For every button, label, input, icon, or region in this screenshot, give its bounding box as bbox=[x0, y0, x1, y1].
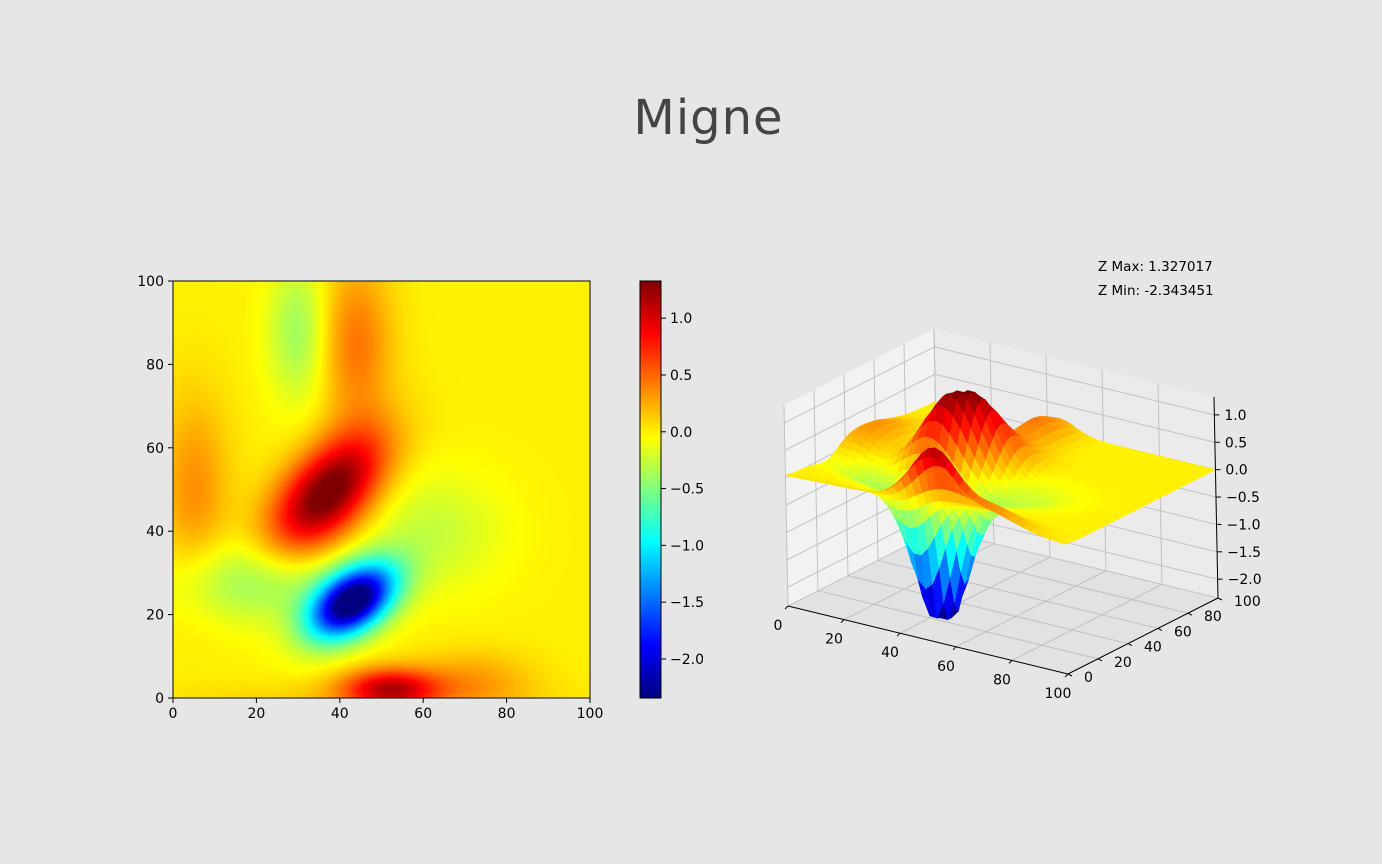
surface-y-tick-label: 0 bbox=[1084, 670, 1093, 686]
surface-x-tick bbox=[1008, 660, 1013, 664]
colorbar-axis: 1.0 0.5 0.0 −0.5 −1.0 −1.5 −2.0 bbox=[661, 311, 704, 668]
surface-y-tick-label: 40 bbox=[1144, 640, 1162, 656]
surface-z-tick-label: −0.5 bbox=[1226, 490, 1260, 506]
surface-y-tick bbox=[1217, 597, 1223, 601]
surface-x-tick bbox=[784, 605, 789, 610]
heatmap-x-tick-label: 0 bbox=[169, 706, 178, 722]
surface-z-tick-label: −1.0 bbox=[1227, 517, 1261, 533]
surface-x-tick bbox=[840, 619, 845, 623]
heatmap-x-tick-label: 100 bbox=[577, 706, 604, 722]
heatmap-y-axis: 0 20 40 60 80 100 bbox=[137, 274, 173, 707]
surface-y-tick-label: 80 bbox=[1204, 609, 1222, 625]
colorbar-tick-label: 1.0 bbox=[670, 311, 692, 327]
heatmap-canvas-holder bbox=[173, 281, 590, 698]
surface-y-tick-label: 20 bbox=[1114, 655, 1132, 671]
surface-x-tick-label: 100 bbox=[1045, 686, 1072, 702]
surface-x-tick-label: 0 bbox=[774, 618, 783, 634]
surface-y-tick-label: 60 bbox=[1174, 624, 1192, 640]
surface-axes: 0 20 40 60 80 100 0 20 40 60 80 100 1.0 0.5 0.0 −0.5 −1.… bbox=[774, 396, 1262, 702]
surface-y-gridline bbox=[813, 389, 1099, 660]
colorbar-tick-label: −1.0 bbox=[670, 538, 704, 554]
heatmap-y-tick-label: 0 bbox=[155, 691, 164, 707]
surface-y-tick bbox=[1187, 612, 1193, 616]
surface-z-tick-label: −2.0 bbox=[1228, 572, 1262, 588]
z-max-label: Z Max: 1.327017 bbox=[1098, 259, 1213, 275]
surface-z-tick-label: 0.0 bbox=[1225, 463, 1247, 479]
heatmap-y-tick-label: 40 bbox=[146, 524, 164, 540]
surface-x-tick-label: 20 bbox=[825, 632, 843, 648]
heatmap-frame bbox=[172, 280, 591, 699]
heatmap-x-tick-label: 60 bbox=[414, 706, 432, 722]
colorbar-tick-label: 0.5 bbox=[670, 368, 692, 384]
surface-y-tick bbox=[1067, 673, 1073, 677]
surface-z-gridline bbox=[784, 373, 1215, 451]
surface-floor-pane bbox=[788, 530, 1218, 674]
colorbar-tick-label: −2.0 bbox=[670, 652, 704, 668]
surface-y-tick bbox=[1097, 658, 1103, 662]
colorbar-holder bbox=[640, 281, 661, 698]
surface-mesh bbox=[784, 390, 1217, 621]
surface-y-tick-label: 100 bbox=[1234, 594, 1261, 610]
surface-z-gridline bbox=[784, 346, 1215, 424]
colorbar-tick-label: −1.5 bbox=[670, 595, 704, 611]
z-min-label: Z Min: -2.343451 bbox=[1098, 283, 1214, 299]
heatmap-y-tick-label: 80 bbox=[146, 357, 164, 373]
heatmap-x-tick-label: 40 bbox=[331, 706, 349, 722]
z-info: Z Max: 1.327017 Z Min: -2.343451 bbox=[1098, 255, 1214, 303]
colorbar-tick-label: −0.5 bbox=[670, 482, 704, 498]
surface-y-tick bbox=[1127, 643, 1133, 647]
surface-x-tick bbox=[952, 646, 957, 651]
surface-x-tick-label: 80 bbox=[993, 672, 1011, 688]
heatmap-y-tick-label: 20 bbox=[146, 608, 164, 624]
heatmap-x-axis: 0 20 40 60 80 100 bbox=[169, 698, 604, 722]
surface-x-axis-line bbox=[787, 605, 1069, 675]
surface-x-tick bbox=[896, 632, 901, 637]
surface-z-tick-label: −1.5 bbox=[1227, 545, 1261, 561]
colorbar-tick-label: 0.0 bbox=[670, 425, 692, 441]
surface-y-axis-line bbox=[1067, 597, 1219, 675]
surface-z-tick-label: 1.0 bbox=[1224, 408, 1246, 424]
heatmap-y-tick-label: 60 bbox=[146, 441, 164, 457]
colorbar-frame bbox=[639, 280, 662, 699]
surface-z-tick-label: 0.5 bbox=[1225, 435, 1247, 451]
colorbar-image bbox=[640, 281, 661, 698]
heatmap-image bbox=[173, 281, 590, 698]
surface-facet bbox=[1057, 540, 1071, 545]
heatmap-x-tick-label: 80 bbox=[498, 706, 516, 722]
surface-x-tick-label: 40 bbox=[881, 645, 899, 661]
heatmap-y-tick-label: 100 bbox=[137, 274, 164, 290]
figure-title: Migne bbox=[633, 90, 784, 146]
surface-y-tick bbox=[1157, 627, 1163, 631]
heatmap-x-tick-label: 20 bbox=[247, 706, 265, 722]
surface-x-tick bbox=[1064, 673, 1069, 678]
surface-x-tick-label: 60 bbox=[937, 659, 955, 675]
